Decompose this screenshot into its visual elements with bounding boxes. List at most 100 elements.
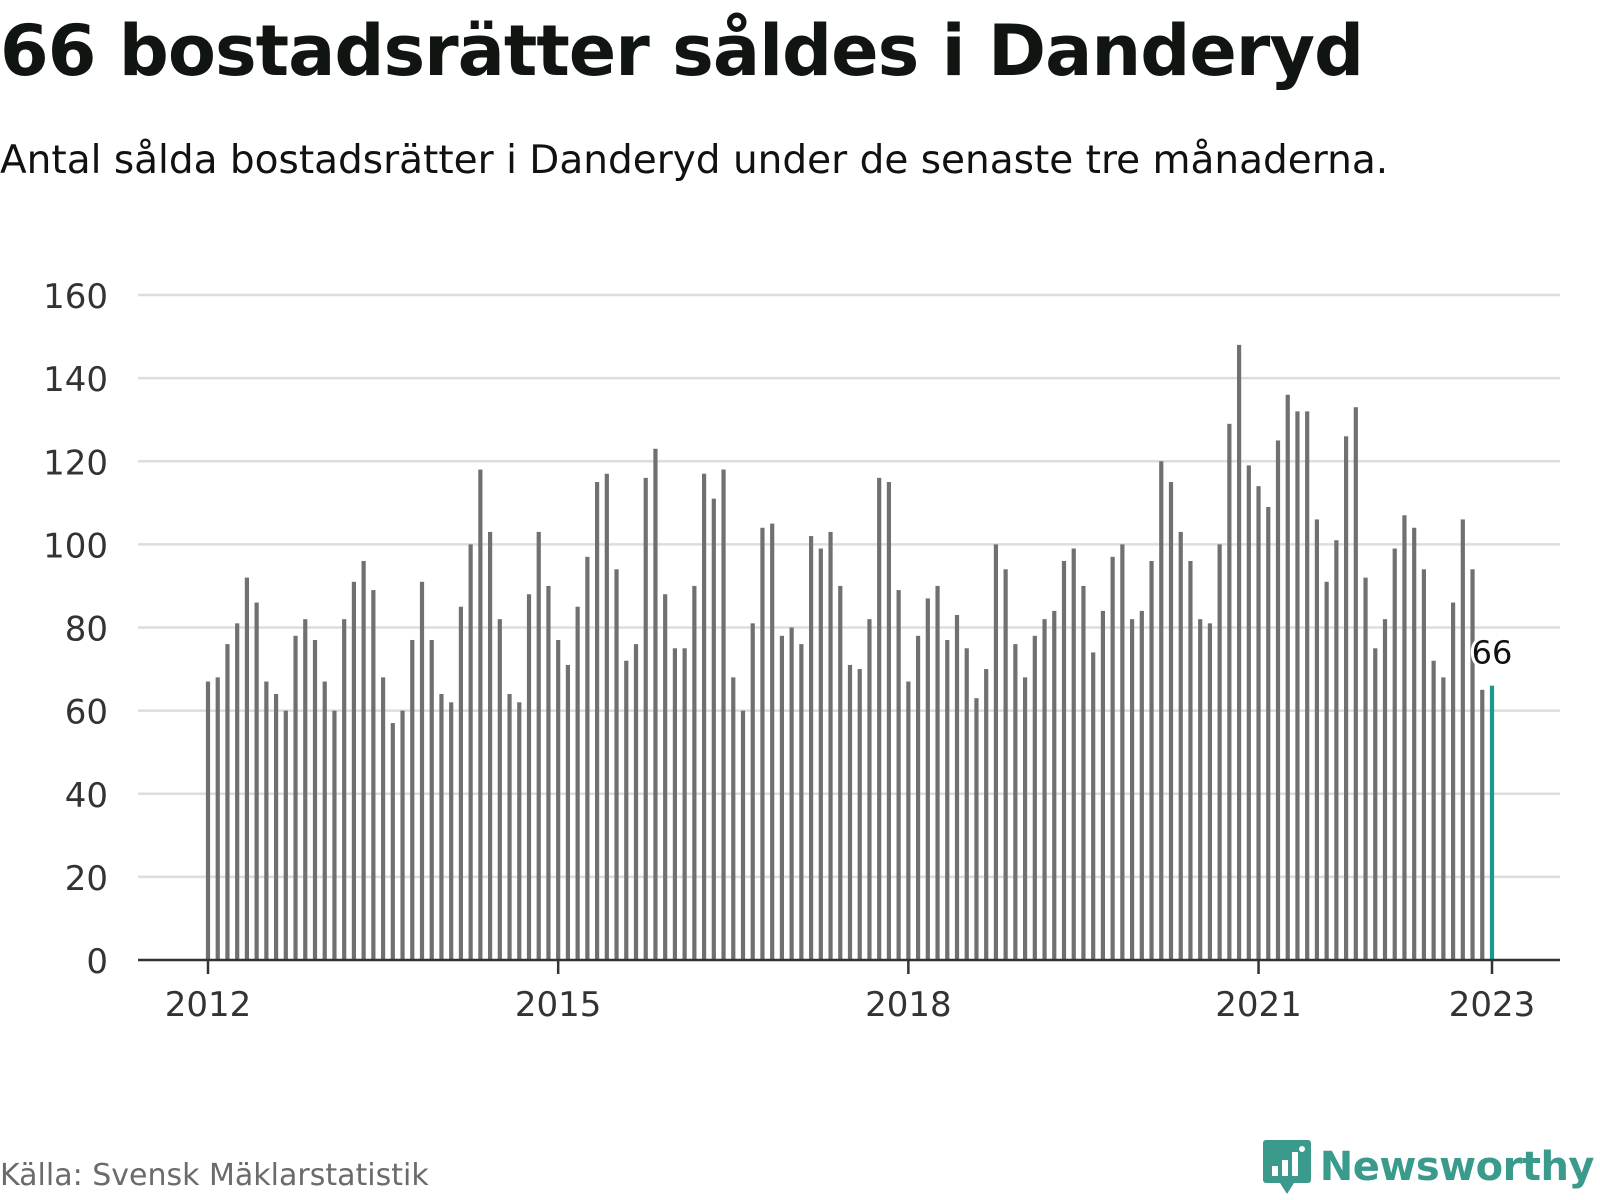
bar xyxy=(1168,482,1174,960)
annotations: 66 xyxy=(1469,631,1516,675)
bar xyxy=(594,482,600,960)
bar xyxy=(293,635,298,960)
bar xyxy=(1139,610,1144,960)
bar xyxy=(283,710,288,960)
bar xyxy=(526,594,532,960)
bar xyxy=(653,448,658,960)
y-tick-label: 40 xyxy=(65,776,108,816)
bar xyxy=(342,619,347,960)
bar xyxy=(1159,461,1164,960)
bar xyxy=(449,702,454,960)
x-tick-label: 2015 xyxy=(515,985,602,1025)
bar xyxy=(974,698,979,960)
bar xyxy=(701,473,707,960)
bar xyxy=(1373,648,1378,960)
bar xyxy=(964,648,969,960)
bar xyxy=(1285,394,1290,960)
bar xyxy=(721,469,726,960)
bar xyxy=(954,615,960,960)
bar xyxy=(925,598,930,960)
bar xyxy=(254,602,259,960)
bar xyxy=(1431,660,1436,960)
bar xyxy=(546,585,551,960)
bar xyxy=(1275,440,1281,960)
bar xyxy=(1324,581,1329,960)
bar xyxy=(439,694,444,960)
bar xyxy=(332,710,337,960)
bar xyxy=(1450,602,1456,960)
bar xyxy=(264,681,269,960)
bar xyxy=(429,639,434,960)
chart-subtitle: Antal sålda bostadsrätter i Danderyd und… xyxy=(0,138,1389,183)
bar xyxy=(1421,569,1427,960)
bar xyxy=(779,635,785,960)
bar xyxy=(1334,540,1339,960)
bar xyxy=(1013,644,1018,960)
chart-title: 66 bostadsrätter såldes i Danderyd xyxy=(0,10,1364,92)
bar xyxy=(1032,635,1037,960)
bar xyxy=(847,664,853,960)
y-tick-label: 120 xyxy=(43,443,108,483)
bar xyxy=(351,581,357,960)
bar xyxy=(575,606,580,960)
bar xyxy=(1314,519,1320,960)
bar xyxy=(1110,556,1115,960)
bar xyxy=(867,619,872,960)
bar xyxy=(770,523,775,960)
bar xyxy=(750,623,755,960)
bar xyxy=(1353,407,1358,960)
bar xyxy=(731,677,736,960)
bar xyxy=(643,477,648,960)
bar xyxy=(682,648,687,960)
brand-logo: Newsworthy xyxy=(1262,1138,1595,1196)
bar xyxy=(458,606,464,960)
bar xyxy=(468,544,473,960)
bar xyxy=(1256,486,1261,960)
bar xyxy=(1295,411,1300,960)
bar xyxy=(419,581,425,960)
bar xyxy=(1246,465,1251,960)
bar xyxy=(604,473,609,960)
bar xyxy=(1441,677,1446,960)
x-tick-label: 2018 xyxy=(865,985,952,1025)
bar xyxy=(1178,531,1183,960)
brand-name: Newsworthy xyxy=(1319,1144,1595,1190)
bar xyxy=(322,681,327,960)
bar xyxy=(1217,544,1222,960)
bar xyxy=(303,619,308,960)
bar xyxy=(906,681,911,960)
bar xyxy=(235,623,240,960)
y-tick-label: 160 xyxy=(43,277,108,317)
bar xyxy=(380,677,386,960)
bar xyxy=(371,590,376,960)
bar xyxy=(1305,411,1310,960)
bar xyxy=(556,639,561,960)
bar xyxy=(1003,569,1008,960)
source-note: Källa: Svensk Mäklarstatistik xyxy=(0,1158,429,1193)
bar xyxy=(215,677,220,960)
y-tick-label: 100 xyxy=(43,526,108,566)
bar xyxy=(789,627,794,960)
highlight-value-label: 66 xyxy=(1472,634,1513,672)
bar xyxy=(1392,548,1397,960)
bar xyxy=(497,619,502,960)
bar xyxy=(565,664,571,960)
bar xyxy=(672,648,678,960)
bar xyxy=(273,694,279,960)
bar xyxy=(633,644,639,960)
bar xyxy=(1022,677,1028,960)
bar xyxy=(1149,561,1154,960)
bar xyxy=(1412,527,1417,960)
bar xyxy=(1198,619,1203,960)
bar xyxy=(1402,515,1407,960)
bar xyxy=(205,681,211,960)
bar xyxy=(487,531,493,960)
bar xyxy=(1188,561,1193,960)
x-tick-label: 2021 xyxy=(1215,985,1302,1025)
bar xyxy=(740,710,746,960)
bar xyxy=(400,710,405,960)
bar xyxy=(1052,610,1057,960)
bars xyxy=(205,344,1495,960)
bar xyxy=(1129,619,1135,960)
